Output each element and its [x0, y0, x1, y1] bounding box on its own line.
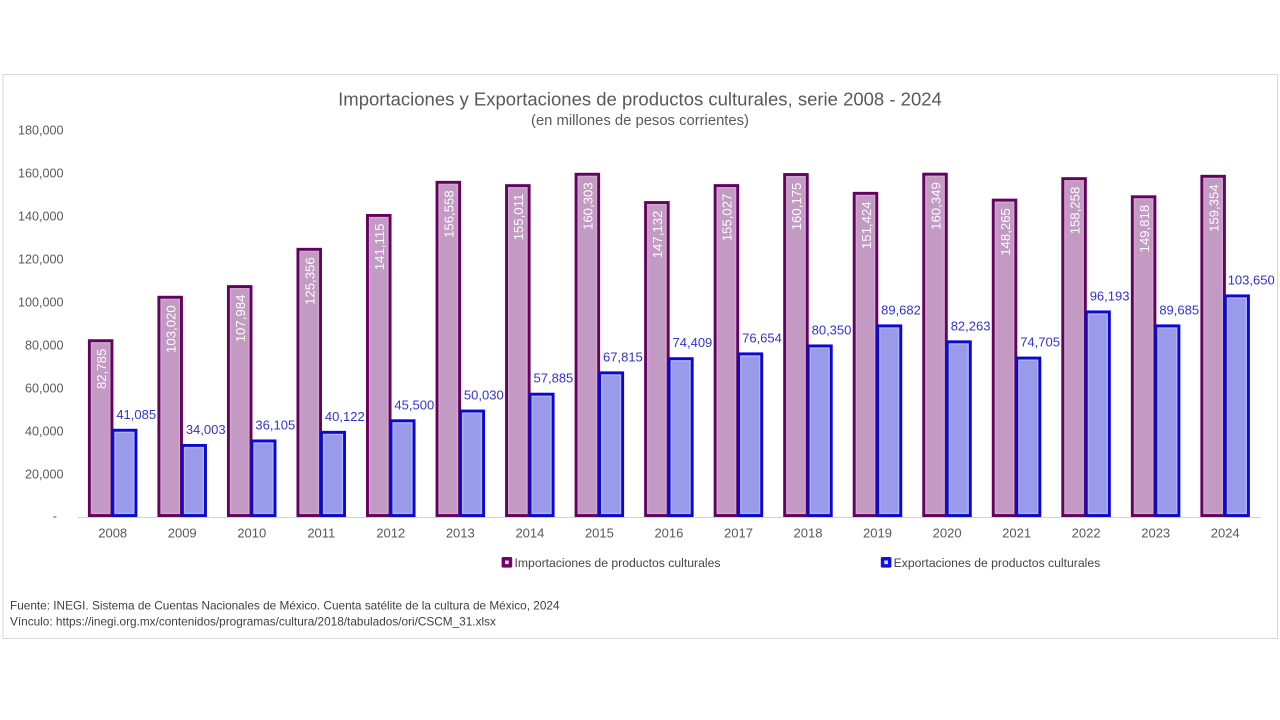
svg-text:-: -	[53, 510, 57, 524]
svg-text:80,350: 80,350	[812, 323, 852, 338]
svg-text:82,263: 82,263	[951, 318, 991, 333]
svg-text:2020: 2020	[933, 526, 962, 541]
svg-text:2009: 2009	[168, 526, 197, 541]
svg-text:2024: 2024	[1211, 526, 1240, 541]
svg-text:40,000: 40,000	[25, 424, 64, 438]
svg-text:2014: 2014	[515, 526, 544, 541]
svg-text:158,258: 158,258	[1067, 187, 1082, 235]
svg-text:160,000: 160,000	[18, 167, 64, 181]
svg-text:148,265: 148,265	[998, 208, 1013, 256]
svg-text:45,500: 45,500	[394, 397, 434, 412]
svg-text:2015: 2015	[585, 526, 614, 541]
svg-text:160,303: 160,303	[581, 182, 596, 230]
svg-text:34,003: 34,003	[186, 422, 226, 437]
svg-text:156,558: 156,558	[442, 190, 457, 238]
svg-text:2012: 2012	[376, 526, 405, 541]
svg-text:74,409: 74,409	[673, 335, 713, 350]
svg-text:2013: 2013	[446, 526, 475, 541]
svg-text:141,115: 141,115	[372, 224, 387, 271]
svg-text:96,193: 96,193	[1090, 289, 1130, 304]
svg-text:180,000: 180,000	[18, 124, 64, 138]
svg-text:57,885: 57,885	[534, 371, 574, 386]
svg-text:Exportaciones de productos cul: Exportaciones de productos culturales	[894, 556, 1101, 570]
svg-text:155,011: 155,011	[511, 194, 526, 241]
svg-text:160,175: 160,175	[789, 183, 804, 231]
svg-text:60,000: 60,000	[25, 381, 64, 395]
svg-text:2023: 2023	[1141, 526, 1170, 541]
svg-text:67,815: 67,815	[603, 349, 643, 364]
svg-text:80,000: 80,000	[25, 338, 64, 352]
svg-text:2022: 2022	[1072, 526, 1101, 541]
svg-text:89,682: 89,682	[881, 302, 921, 317]
svg-text:2010: 2010	[237, 526, 266, 541]
svg-text:Importaciones y Exportaciones: Importaciones y Exportaciones de product…	[338, 89, 942, 110]
svg-text:2011: 2011	[307, 526, 335, 541]
svg-text:103,020: 103,020	[164, 305, 179, 353]
svg-text:2019: 2019	[863, 526, 892, 541]
svg-text:40,122: 40,122	[325, 409, 365, 424]
svg-text:120,000: 120,000	[18, 253, 64, 267]
svg-text:76,654: 76,654	[742, 330, 782, 345]
svg-text:155,027: 155,027	[720, 194, 735, 242]
svg-text:160,349: 160,349	[928, 182, 943, 230]
svg-text:41,085: 41,085	[116, 407, 156, 422]
svg-text:140,000: 140,000	[18, 210, 64, 224]
svg-text:74,705: 74,705	[1020, 335, 1060, 350]
svg-text:2016: 2016	[654, 526, 683, 541]
svg-text:159,354: 159,354	[1206, 184, 1221, 232]
svg-text:147,132: 147,132	[650, 211, 665, 259]
svg-text:2017: 2017	[724, 526, 753, 541]
svg-text:82,785: 82,785	[94, 349, 109, 389]
svg-text:2018: 2018	[794, 526, 823, 541]
svg-text:125,356: 125,356	[303, 257, 318, 305]
svg-text:(en millones de pesos corrient: (en millones de pesos corrientes)	[531, 113, 749, 129]
svg-text:103,650: 103,650	[1228, 272, 1275, 287]
svg-text:Importaciones de productos cul: Importaciones de productos culturales	[515, 556, 721, 570]
svg-text:50,030: 50,030	[464, 388, 504, 403]
svg-text:107,984: 107,984	[233, 295, 248, 343]
svg-text:Fuente: INEGI. Sistema de Cuen: Fuente: INEGI. Sistema de Cuentas Nacion…	[10, 599, 560, 613]
svg-text:89,685: 89,685	[1159, 302, 1199, 317]
svg-text:149,818: 149,818	[1137, 205, 1152, 253]
svg-text:20,000: 20,000	[25, 467, 64, 481]
svg-text:100,000: 100,000	[18, 296, 64, 310]
svg-text:2008: 2008	[98, 526, 127, 541]
svg-text:2021: 2021	[1002, 526, 1031, 541]
svg-text:Vínculo: https://inegi.org.mx/: Vínculo: https://inegi.org.mx/contenidos…	[10, 615, 496, 629]
svg-text:36,105: 36,105	[255, 418, 295, 433]
svg-text:151,424: 151,424	[859, 201, 874, 249]
